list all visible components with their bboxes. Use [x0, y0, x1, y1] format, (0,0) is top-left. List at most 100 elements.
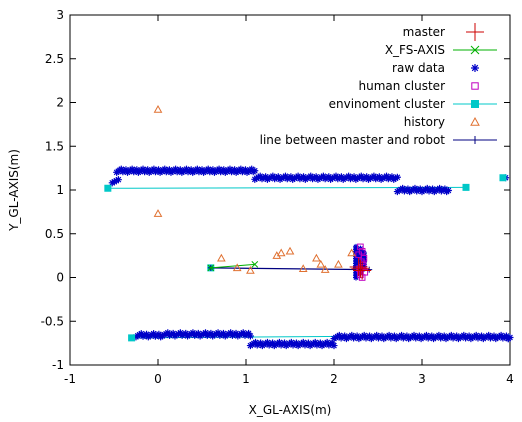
raw-data-point	[416, 185, 424, 193]
history-point	[232, 263, 242, 272]
raw-data-point	[122, 166, 130, 174]
x-axis-label: X_GL-AXIS(m)	[249, 403, 332, 417]
raw-data-point	[144, 166, 152, 174]
raw-data-point	[399, 184, 407, 192]
raw-data-point	[311, 338, 319, 346]
raw-data-point	[231, 166, 239, 174]
history-point	[312, 253, 321, 262]
raw-data-point	[187, 166, 195, 174]
legend-label: line between master and robot	[260, 133, 446, 147]
axis-ticks: -1 0 1 2 3 4 -1 -0.5 0 0.5 1 1.5 2 2.5 3	[41, 8, 514, 386]
raw-data-point	[139, 165, 147, 173]
raw-data-point	[252, 338, 260, 346]
y-tick-label: 1.5	[45, 139, 64, 153]
raw-data-point	[182, 165, 190, 173]
raw-data-point	[117, 165, 125, 173]
raw-data-point	[275, 338, 283, 346]
legend-label: master	[403, 25, 445, 39]
legend-label: X_FS-AXIS	[385, 43, 445, 57]
raw-data-point	[137, 330, 145, 338]
raw-data-point	[133, 166, 141, 174]
legend-label: human cluster	[359, 79, 446, 93]
legend-label: raw data	[392, 61, 445, 75]
legend-marker	[466, 23, 484, 41]
envinoment-cluster-point	[128, 334, 136, 342]
raw-data-point	[281, 339, 289, 347]
x-tick-label: -1	[64, 372, 76, 386]
raw-data-point	[316, 339, 324, 347]
master-point	[349, 258, 368, 276]
raw-data-point	[112, 177, 120, 185]
master-robot-line	[210, 267, 370, 271]
raw-data-point	[128, 165, 136, 173]
raw-data-point	[161, 165, 169, 173]
raw-data-point	[404, 185, 412, 193]
raw-data-point	[110, 178, 118, 186]
raw-data-point	[330, 342, 338, 350]
x-fs-axis-line	[210, 263, 255, 269]
raw-data-point	[504, 335, 512, 343]
y-axis-label: Y_GL-AXIS(m)	[7, 149, 21, 232]
raw-data-point	[215, 165, 223, 173]
raw-data-point	[241, 166, 249, 174]
raw-data-point	[155, 166, 163, 174]
raw-data-point	[444, 187, 452, 195]
raw-data-point	[220, 166, 228, 174]
raw-data-point	[108, 179, 116, 187]
master-point	[351, 259, 370, 278]
legend-marker	[471, 136, 479, 144]
human-cluster-point	[358, 247, 366, 255]
raw-data-point	[411, 184, 419, 192]
raw-data-point	[360, 250, 367, 256]
raw-data-point	[155, 330, 163, 338]
raw-data-point	[226, 165, 234, 173]
raw-data-point	[323, 338, 331, 346]
y-tick-label: 0.5	[45, 227, 64, 241]
y-tick-label: 2	[56, 96, 64, 110]
raw-data-point	[198, 166, 206, 174]
raw-data-point	[251, 167, 259, 175]
raw-data-point	[423, 184, 431, 192]
x-fs-axis-point	[251, 261, 259, 268]
raw-data-point	[246, 332, 254, 340]
x-tick-label: 3	[418, 372, 426, 386]
raw-data-point	[150, 330, 158, 338]
raw-data-point	[237, 165, 245, 173]
raw-data-point	[292, 339, 300, 347]
raw-data-point	[263, 338, 271, 346]
x-fs-axis-point	[207, 264, 215, 272]
envinoment-cluster-point	[104, 184, 112, 192]
raw-data-point	[304, 339, 312, 347]
master-point	[353, 261, 372, 280]
history-point	[285, 246, 295, 255]
y-tick-label: 2.5	[45, 52, 64, 66]
legend-marker	[471, 100, 479, 108]
raw-data-point	[172, 165, 180, 173]
raw-data-point	[143, 330, 151, 338]
history-point	[347, 248, 356, 257]
history-point	[316, 259, 326, 268]
raw-data-point	[114, 176, 122, 184]
raw-data-point	[436, 184, 444, 192]
raw-data-point	[269, 339, 277, 347]
raw-data-point	[257, 339, 265, 347]
history-point	[153, 104, 163, 113]
raw-data-point	[353, 243, 359, 250]
x-tick-label: 2	[330, 372, 338, 386]
x-tick-label: 1	[242, 372, 250, 386]
legend-label: envinoment cluster	[329, 97, 445, 111]
y-tick-label: 3	[56, 8, 64, 22]
envinoment-cluster-point	[499, 174, 507, 182]
y-tick-label: -0.5	[41, 314, 64, 328]
y-tick-label: 0	[56, 271, 64, 285]
raw-data-point	[328, 339, 336, 347]
raw-data-point	[441, 185, 449, 193]
history-point	[246, 265, 255, 274]
envinoment-cluster-point	[462, 183, 470, 191]
raw-data-point	[176, 166, 184, 174]
raw-data-point	[299, 338, 307, 346]
raw-data-point	[165, 166, 173, 174]
legend-marker	[471, 82, 479, 90]
history-point	[334, 259, 343, 268]
plot-area	[104, 104, 514, 350]
